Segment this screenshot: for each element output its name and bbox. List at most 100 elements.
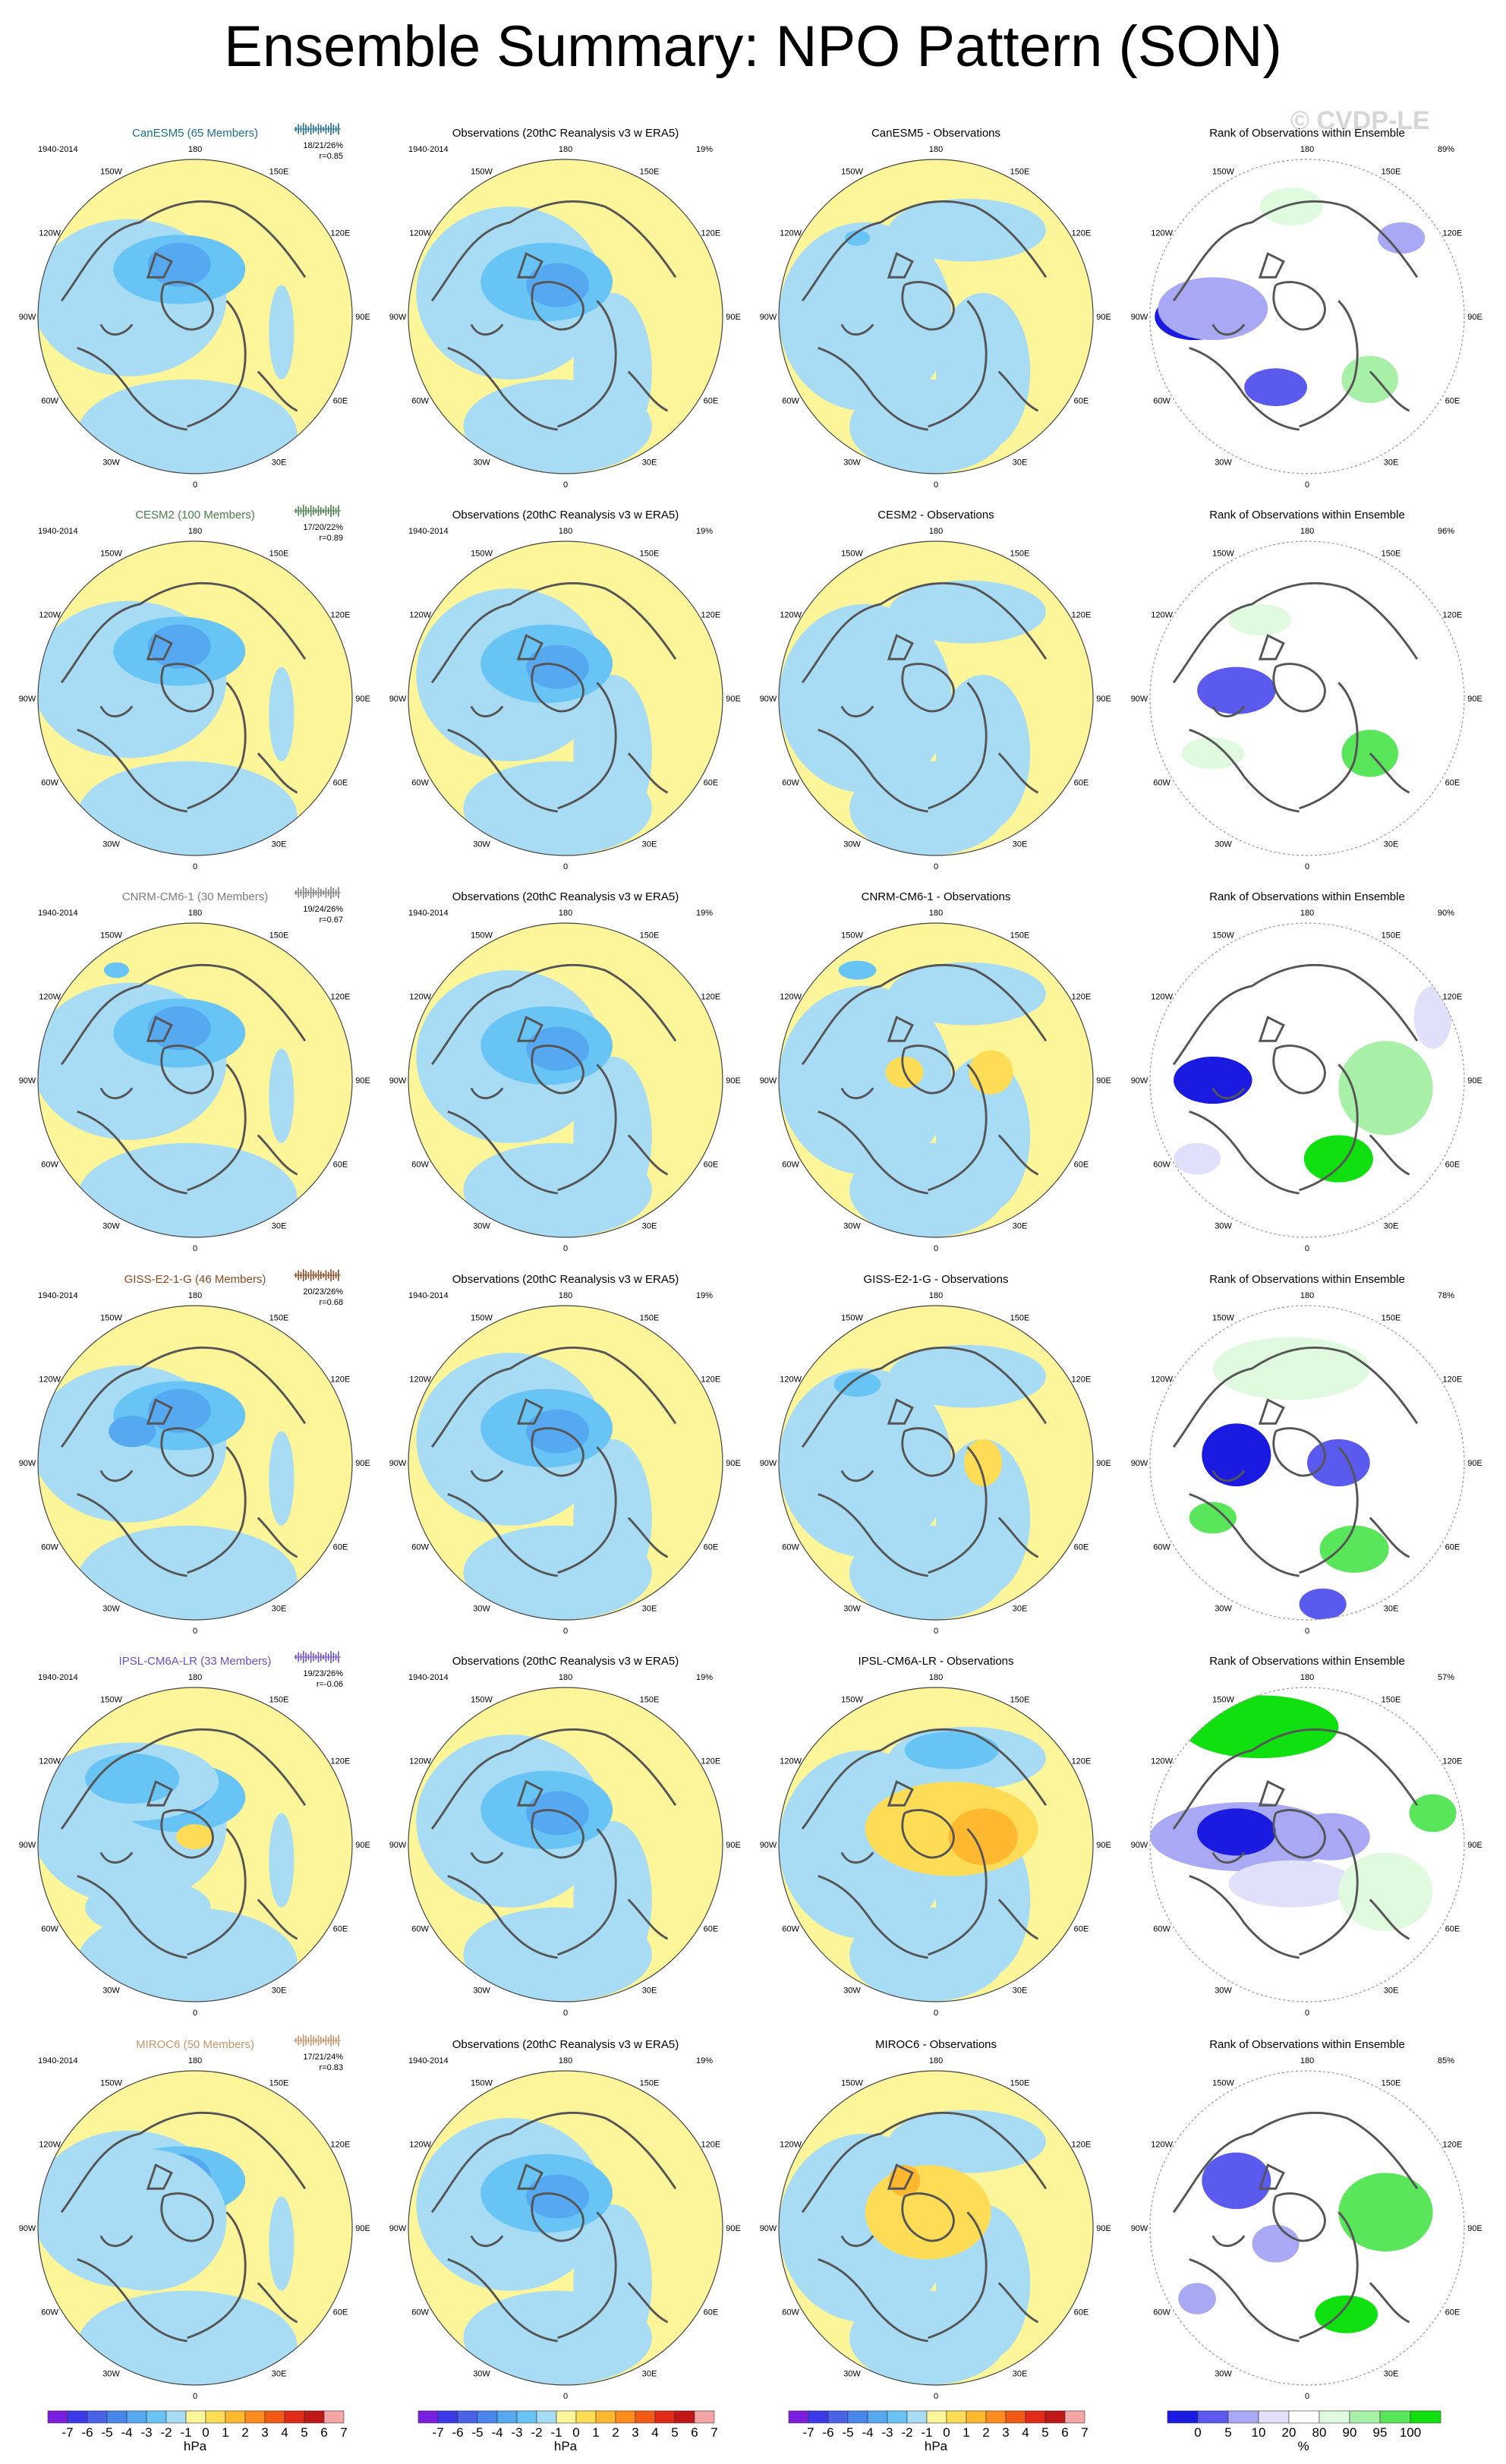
coastline (557, 682, 617, 810)
longitude-label: 0 (1305, 1627, 1309, 1636)
coastline (887, 252, 914, 279)
model-stats: 18/21/26% r=0.85 (303, 141, 343, 161)
longitude-label: 0 (1305, 2009, 1309, 2018)
colorbar-hpa (788, 2410, 1085, 2424)
obs-title: Observations (20thC Reanalysis v3 w ERA5… (452, 1273, 679, 1286)
coastline (430, 1346, 677, 1448)
coastline (1172, 200, 1419, 302)
longitude-label: 150E (269, 1696, 289, 1705)
period-label: 1940-2014 (408, 1673, 449, 1682)
longitude-label: 30W (1215, 458, 1232, 467)
longitude-label: 60E (333, 779, 348, 788)
longitude-label: 30W (102, 1604, 120, 1613)
ensemble-spread-icon (294, 887, 341, 899)
longitude-label: 150E (640, 931, 660, 941)
longitude-label: 60E (1074, 397, 1089, 406)
longitude-label: 30W (473, 840, 490, 849)
coastline (470, 1470, 504, 1482)
longitude-label: 150E (1010, 1696, 1030, 1705)
difference-map: 180 150E 120E 90E 60E 30E 0 30W 60W 90W 120W 150W (760, 1673, 1111, 2018)
coastline (818, 1111, 928, 1195)
contour-region (147, 1006, 211, 1051)
colorbar-tick-label: 5 (1041, 2425, 1049, 2440)
coastline (470, 323, 504, 336)
longitude-label: 120W (409, 2141, 431, 2150)
longitude-label: 30W (843, 1221, 861, 1230)
longitude-label: 180 (188, 1291, 202, 1300)
longitude-label: 60E (704, 1543, 719, 1552)
rank-percent: 85% (1438, 2056, 1455, 2065)
longitude-label: 120W (409, 611, 431, 620)
longitude-label: 120W (39, 2141, 61, 2150)
coastline (887, 1780, 914, 1807)
longitude-label: 90W (760, 313, 777, 322)
contour-region (269, 2196, 295, 2291)
contour-region (526, 1791, 590, 1835)
coastline (1369, 1898, 1410, 1940)
coastline (257, 752, 298, 794)
longitude-label: 90E (1467, 1076, 1482, 1085)
longitude-label: 120E (1443, 1757, 1463, 1766)
rank-title: Rank of Observations within Ensemble (1209, 890, 1405, 903)
period-label: 1940-2014 (38, 527, 78, 536)
colorbar-tick-label: 4 (651, 2425, 659, 2440)
contour-region (1178, 2283, 1216, 2314)
colorbar-tick-label: -4 (491, 2425, 503, 2440)
longitude-label: 150E (269, 931, 289, 941)
coastline (901, 281, 955, 331)
colorbar-unit: hPa (553, 2439, 578, 2453)
coastline (1211, 1087, 1246, 1099)
coastline (1272, 663, 1326, 713)
colorbar-swatch (1410, 2410, 1441, 2424)
coastline (1258, 634, 1285, 660)
longitude-label: 180 (559, 909, 572, 918)
contour-region (526, 263, 590, 307)
coastline (531, 1045, 584, 1095)
longitude-label: 90E (1467, 2224, 1482, 2233)
longitude-label: 60W (411, 1925, 429, 1934)
coastline (840, 1470, 874, 1482)
coastline (1172, 1728, 1419, 1830)
colorbar-tick-label: 0 (943, 2425, 950, 2440)
coastline (160, 663, 214, 713)
coastline (516, 1780, 543, 1807)
colorbar-tick-label: 5 (671, 2425, 679, 2440)
longitude-label: 30W (843, 1986, 861, 1995)
coastline (516, 1016, 543, 1042)
obs-title: Observations (20thC Reanalysis v3 w ERA5… (452, 127, 679, 140)
obs-explained-variance: 19% (696, 1673, 714, 1682)
period-label: 1940-2014 (408, 909, 449, 918)
longitude-label: 150W (100, 550, 122, 559)
colorbar-swatch (575, 2410, 597, 2424)
longitude-label: 30W (102, 2369, 120, 2378)
longitude-label: 60W (782, 1925, 799, 1934)
rank-map: 180 150E 120E 90E 60E 30E 0 30W 60W 90W 120W 150W (1131, 2056, 1482, 2401)
longitude-label: 60W (41, 1925, 58, 1934)
contour-region (1338, 1041, 1433, 1136)
longitude-label: 0 (934, 1244, 938, 1253)
longitude-label: 90W (389, 695, 407, 704)
longitude-label: 30E (642, 2369, 657, 2378)
longitude-label: 90W (19, 695, 36, 704)
longitude-label: 120E (701, 611, 721, 620)
longitude-label: 90E (1096, 2224, 1111, 2233)
longitude-label: 150W (100, 168, 122, 177)
coastline (1172, 963, 1419, 1066)
longitude-label: 60E (333, 1161, 348, 1170)
longitude-label: 0 (1305, 2392, 1309, 2401)
colorbar-swatch (1044, 2410, 1066, 2424)
rank-percent: 57% (1438, 1673, 1455, 1682)
longitude-label: 90W (1131, 313, 1148, 322)
model-stats: 17/20/22% r=0.89 (303, 523, 343, 543)
longitude-label: 180 (188, 1673, 202, 1682)
longitude-label: 90W (19, 1841, 36, 1850)
longitude-label: 90E (726, 1459, 741, 1468)
coastline (1258, 2163, 1285, 2190)
rank-percent: 96% (1438, 527, 1455, 536)
coastline (257, 2282, 298, 2324)
coastline (77, 729, 187, 813)
longitude-label: 60W (1153, 779, 1170, 788)
coastline (60, 2111, 307, 2214)
coastline (928, 682, 988, 810)
contour-region (1409, 1794, 1457, 1832)
